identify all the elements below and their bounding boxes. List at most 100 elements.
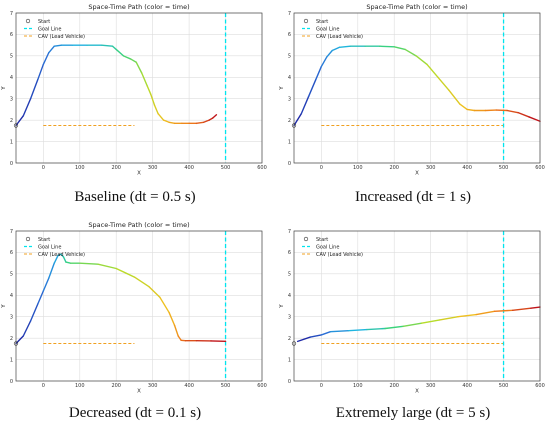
x-tick-label: 400 xyxy=(462,165,472,171)
y-tick-label: 1 xyxy=(288,357,291,363)
x-tick-label: 200 xyxy=(111,383,121,389)
chart-increased: Space-Time Path (color = time) 0 100 200 300… xyxy=(278,0,548,175)
y-tick-label: 1 xyxy=(10,139,13,145)
y-axis-label: Y xyxy=(1,86,7,91)
y-tick-label: 4 xyxy=(288,75,291,81)
y-tick-label: 6 xyxy=(10,32,13,38)
path-segment xyxy=(300,95,310,115)
path-segment xyxy=(53,44,63,47)
path-segment xyxy=(202,119,210,123)
y-tick-label: 4 xyxy=(288,293,291,299)
x-tick-label: 500 xyxy=(221,165,231,171)
x-tick-label: 100 xyxy=(353,165,363,171)
path-segment xyxy=(439,316,459,321)
y-tick-label: 5 xyxy=(10,54,13,60)
y-tick-label: 3 xyxy=(288,97,291,103)
x-tick-label: 0 xyxy=(42,165,45,171)
x-tick-label: 0 xyxy=(42,383,45,389)
y-tick-label: 2 xyxy=(288,118,291,124)
y-tick-label: 0 xyxy=(10,379,13,385)
path-segment xyxy=(177,335,182,341)
path-segment xyxy=(338,45,352,48)
y-tick-label: 3 xyxy=(10,315,13,321)
y-tick-label: 2 xyxy=(288,336,291,342)
path-segment xyxy=(146,85,152,96)
x-tick-label: 400 xyxy=(462,383,472,389)
x-tick-label: 300 xyxy=(426,383,436,389)
y-tick-label: 3 xyxy=(288,315,291,321)
path-segment xyxy=(42,51,50,66)
path-segment xyxy=(326,49,333,58)
path-segment xyxy=(195,121,205,125)
y-tick-label: 7 xyxy=(288,11,291,17)
path-segment xyxy=(493,309,514,313)
legend-label: Goal Line xyxy=(38,244,61,250)
chart-decreased-svg: Space-Time Path (color = time) 0 100 200 300… xyxy=(1,221,267,394)
x-axis-label: X xyxy=(415,389,419,394)
y-tick-label: 4 xyxy=(10,293,13,299)
path-segment xyxy=(150,93,156,106)
legend-label: CAV (Lead Vehicle) xyxy=(316,252,363,258)
path-segment xyxy=(366,327,386,331)
path-segment xyxy=(320,56,328,68)
path-segment xyxy=(133,276,150,288)
chart-baseline-svg: Space-Time Path (color = time) 0 100 200 300… xyxy=(1,3,267,175)
y-tick-label: 6 xyxy=(288,32,291,38)
chart-extreme: 0 100 200 300 400 500 600 0 1 2 3 4 5 6 7 X Y Start Goal L… xyxy=(278,218,548,393)
x-tick-label: 300 xyxy=(148,165,158,171)
path-segment xyxy=(329,329,350,333)
legend-label: Start xyxy=(316,19,328,25)
path-segment xyxy=(528,116,541,122)
path-segment xyxy=(511,307,532,311)
y-tick-label: 7 xyxy=(10,229,13,235)
path-segment xyxy=(48,262,55,279)
path-segment xyxy=(130,58,137,63)
x-tick-label: 500 xyxy=(499,383,509,389)
y-tick-label: 7 xyxy=(288,229,291,235)
x-tick-label: 400 xyxy=(184,165,194,171)
caption-decreased: Decreased (dt = 0.1 s) xyxy=(68,405,202,421)
legend-start-marker xyxy=(25,18,31,24)
path-segment xyxy=(37,290,45,305)
path-segment xyxy=(208,117,214,121)
y-axis-label: Y xyxy=(1,304,7,309)
legend-label: Start xyxy=(38,19,50,25)
path-segment xyxy=(384,325,405,330)
path-segment xyxy=(457,313,477,318)
x-tick-label: 0 xyxy=(320,383,323,389)
x-tick-label: 100 xyxy=(75,165,85,171)
legend-label: Goal Line xyxy=(316,26,339,32)
legend-label: CAV (Lead Vehicle) xyxy=(38,252,85,258)
x-tick-label: 600 xyxy=(257,383,267,389)
axes-frame xyxy=(293,230,541,382)
path-segment xyxy=(153,104,159,115)
path-segment xyxy=(315,65,323,81)
legend-label: CAV (Lead Vehicle) xyxy=(316,34,363,40)
path-segment xyxy=(42,277,50,292)
path-segment xyxy=(459,103,468,111)
x-tick-label: 200 xyxy=(389,165,399,171)
axes-frame xyxy=(15,12,263,164)
path-segment xyxy=(141,72,148,87)
caption-baseline: Baseline (dt = 0.5 s) xyxy=(74,189,196,205)
path-segment xyxy=(212,114,218,119)
x-tick-label: 600 xyxy=(535,165,545,171)
legend-label: Start xyxy=(316,237,328,243)
path-segment xyxy=(293,113,302,127)
path-segment xyxy=(148,286,161,299)
path-segment xyxy=(347,328,368,332)
y-tick-label: 1 xyxy=(10,357,13,363)
y-tick-label: 2 xyxy=(10,118,13,124)
path-segment xyxy=(122,55,132,60)
chart-baseline: Space-Time Path (color = time) 0 100 200 300… xyxy=(0,0,270,175)
path-segment xyxy=(100,44,114,47)
path-segment xyxy=(517,111,530,118)
path-segment xyxy=(426,63,439,78)
x-axis-label: X xyxy=(415,171,419,176)
path-segment xyxy=(378,45,395,48)
axes-frame xyxy=(293,12,541,164)
x-axis-label: X xyxy=(137,389,141,394)
y-tick-label: 1 xyxy=(288,139,291,145)
y-tick-label: 0 xyxy=(288,161,291,167)
